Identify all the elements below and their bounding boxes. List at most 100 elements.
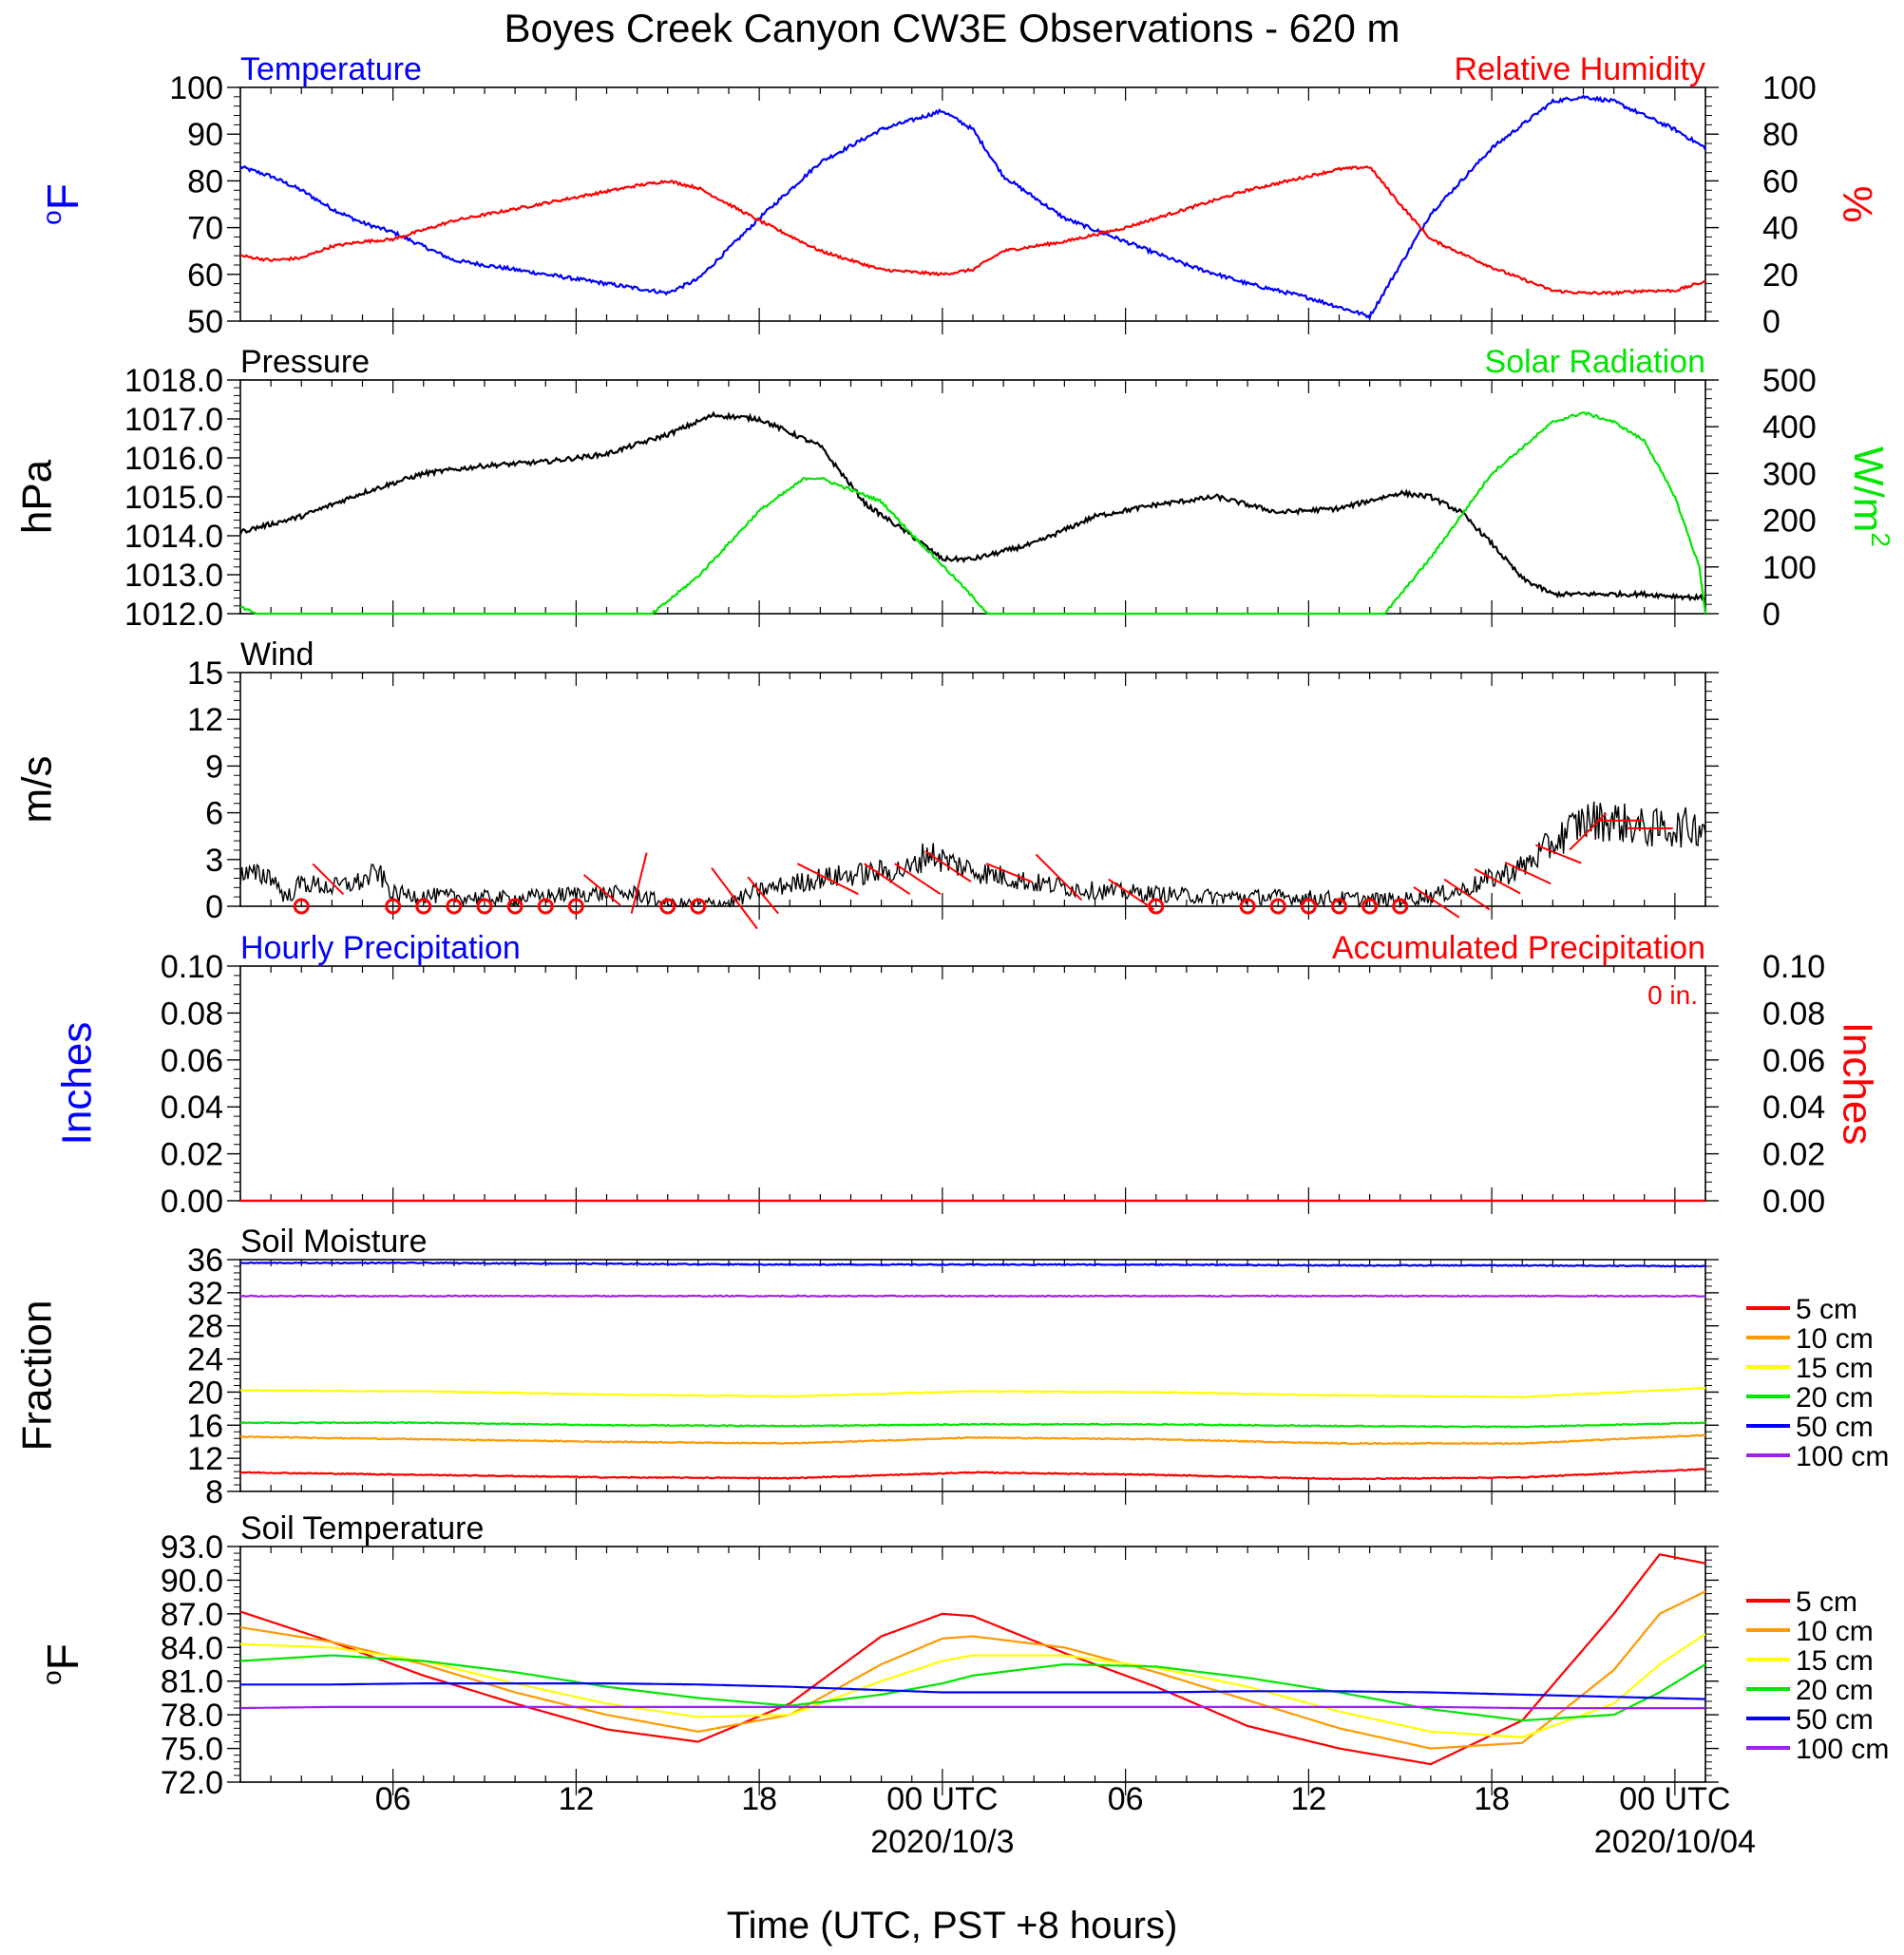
wind-barb [605, 893, 621, 906]
y-right-tick-label: 100 [1762, 70, 1817, 106]
calm-wind-marker [446, 898, 463, 915]
panel-title-left: Hourly Precipitation [240, 930, 521, 966]
y-tick-label: 0.10 [161, 949, 223, 985]
y-tick-label: 0.00 [161, 1184, 223, 1220]
legend-label: 50 cm [1796, 1412, 1874, 1443]
panel-title-right: Accumulated Precipitation [1332, 930, 1705, 966]
x-date-label: 2020/10/04 [1594, 1824, 1756, 1860]
y-tick-label: 0.08 [161, 996, 223, 1032]
panel-title-left: Soil Moisture [240, 1224, 428, 1260]
y-tick-label: 1013.0 [124, 558, 223, 594]
wind-barb [1460, 889, 1491, 911]
wind-barb [728, 889, 758, 930]
y-tick-label: 90.0 [161, 1563, 223, 1599]
panel-title-left: Pressure [240, 344, 370, 380]
legend-label: 100 cm [1796, 1441, 1889, 1472]
series-line-relative-humidity [239, 165, 1706, 296]
series-line-temperature [239, 94, 1706, 321]
legend-label: 10 cm [1796, 1323, 1874, 1355]
y-right-tick-label: 200 [1762, 503, 1817, 540]
series-line-5-cm [239, 1468, 1706, 1481]
calm-wind-marker [1361, 898, 1379, 915]
y-tick-label: 6 [205, 796, 223, 832]
wind-barb [796, 863, 821, 877]
wind-barb [1474, 867, 1493, 880]
calm-wind-marker [415, 898, 432, 915]
wind-barb [1521, 869, 1552, 885]
y-tick-label: 81.0 [161, 1664, 223, 1700]
x-tick-label: 18 [741, 1781, 777, 1817]
calm-wind-marker [293, 898, 310, 915]
wind-barb [1413, 885, 1432, 900]
y-tick-label: 70 [187, 211, 223, 247]
y-tick-label: 1012.0 [124, 597, 223, 633]
y-axis-label: m/s [14, 756, 61, 824]
y-axis-label: oF [37, 1643, 87, 1685]
panel-1: 50 60 70 80 90 100 0 20 40 60 80 100 Temperature Rela… [37, 51, 1880, 340]
wind-barb [636, 852, 648, 891]
series-line-10-cm [239, 1433, 1706, 1446]
legend-label: 10 cm [1796, 1616, 1874, 1647]
calm-wind-marker [690, 898, 707, 915]
y-tick-label: 1017.0 [124, 402, 223, 438]
y-tick-label: 36 [187, 1243, 223, 1279]
legend-label: 5 cm [1796, 1294, 1857, 1325]
y-tick-label: 1018.0 [124, 363, 223, 399]
y-tick-label: 87.0 [161, 1597, 223, 1633]
legend-label: 5 cm [1796, 1586, 1857, 1618]
y-tick-label: 1015.0 [124, 480, 223, 516]
y-tick-label: 75.0 [161, 1732, 223, 1768]
plot-frame [239, 86, 1706, 322]
wind-barb [942, 862, 972, 883]
series-line-50-cm [239, 1261, 1706, 1268]
panel-2: 1012.01013.01014.01015.01016.01017.01018… [14, 344, 1895, 633]
wind-barb [911, 874, 942, 896]
wind-barb [1063, 882, 1083, 902]
x-tick-label: 12 [558, 1781, 594, 1817]
y-tick-label: 1016.0 [124, 441, 223, 477]
y-tick-label: 0 [205, 889, 223, 925]
plot-frame [239, 1259, 1706, 1492]
figure-title: Boyes Creek Canyon CW3E Observations - 6… [504, 6, 1399, 50]
y-tick-label: 100 [169, 70, 223, 106]
series-line-15-cm [239, 1386, 1706, 1399]
calm-wind-marker [567, 898, 584, 915]
wind-barb [1430, 897, 1460, 919]
plot-frame [239, 1546, 1706, 1783]
y-right-tick-label: 20 [1762, 257, 1799, 294]
x-tick-label: 12 [1290, 1781, 1326, 1817]
y-right-tick-label: 0 [1762, 597, 1780, 633]
panel-3: 0 3 6 9 12 15 Wind m/s [14, 636, 1719, 930]
y-right-axis-label: Inches [1834, 1022, 1880, 1146]
panel-4: 0.00 0.02 0.04 0.06 0.08 0.10 0.00 0.02 0.04 0.06… [54, 930, 1881, 1220]
wind-barb [711, 866, 730, 892]
wind-barb [1535, 844, 1553, 853]
y-tick-label: 9 [205, 749, 223, 785]
series-line-100-cm [239, 1294, 1706, 1299]
wind-barb [1582, 812, 1608, 837]
y-right-tick-label: 0.00 [1762, 1184, 1825, 1220]
y-right-tick-label: 40 [1762, 211, 1799, 247]
y-tick-label: 72.0 [161, 1765, 223, 1801]
series-line-pressure [239, 410, 1706, 602]
wind-barb [1002, 869, 1033, 883]
wind-barb [864, 863, 883, 877]
legend-label: 15 cm [1796, 1353, 1874, 1384]
legend-label: 20 cm [1796, 1675, 1874, 1706]
plot-frame [239, 965, 1706, 1202]
y-tick-label: 78.0 [161, 1698, 223, 1734]
y-right-tick-label: 80 [1762, 117, 1799, 153]
series-line-15-cm [239, 1633, 1706, 1738]
series-line-20-cm [239, 1420, 1706, 1429]
y-right-tick-label: 0.08 [1762, 996, 1825, 1032]
x-tick-label: 00 UTC [1619, 1781, 1730, 1817]
y-right-tick-label: 300 [1762, 456, 1817, 492]
y-right-axis-label: W/m2 [1845, 446, 1895, 547]
panel-title-right: Solar Radiation [1485, 344, 1705, 380]
wind-barb [1035, 853, 1066, 884]
y-axis-label: oF [37, 183, 87, 225]
y-tick-label: 24 [187, 1342, 223, 1378]
y-axis-label: hPa [14, 459, 61, 534]
